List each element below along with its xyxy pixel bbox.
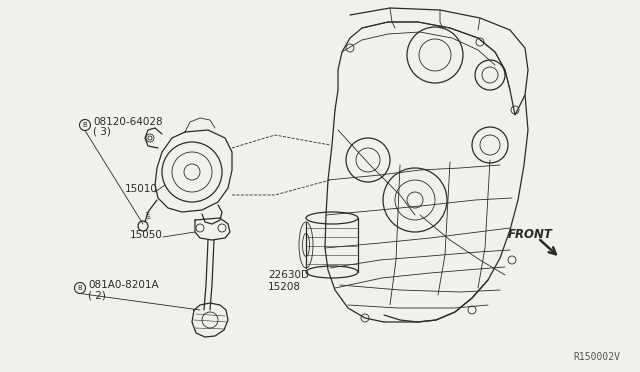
Text: FRONT: FRONT bbox=[508, 228, 553, 241]
Text: 15050: 15050 bbox=[130, 230, 163, 240]
Text: 08120-64028: 08120-64028 bbox=[93, 117, 163, 127]
Text: 081A0-8201A: 081A0-8201A bbox=[88, 280, 159, 290]
Text: B: B bbox=[83, 122, 88, 128]
Text: 22630D: 22630D bbox=[268, 270, 309, 280]
Text: 15010: 15010 bbox=[125, 184, 158, 194]
Text: 15208: 15208 bbox=[268, 282, 301, 292]
Text: ( 3): ( 3) bbox=[93, 127, 111, 137]
Text: R150002V: R150002V bbox=[573, 352, 620, 362]
Text: ( 2): ( 2) bbox=[88, 290, 106, 300]
Text: B: B bbox=[77, 285, 83, 291]
